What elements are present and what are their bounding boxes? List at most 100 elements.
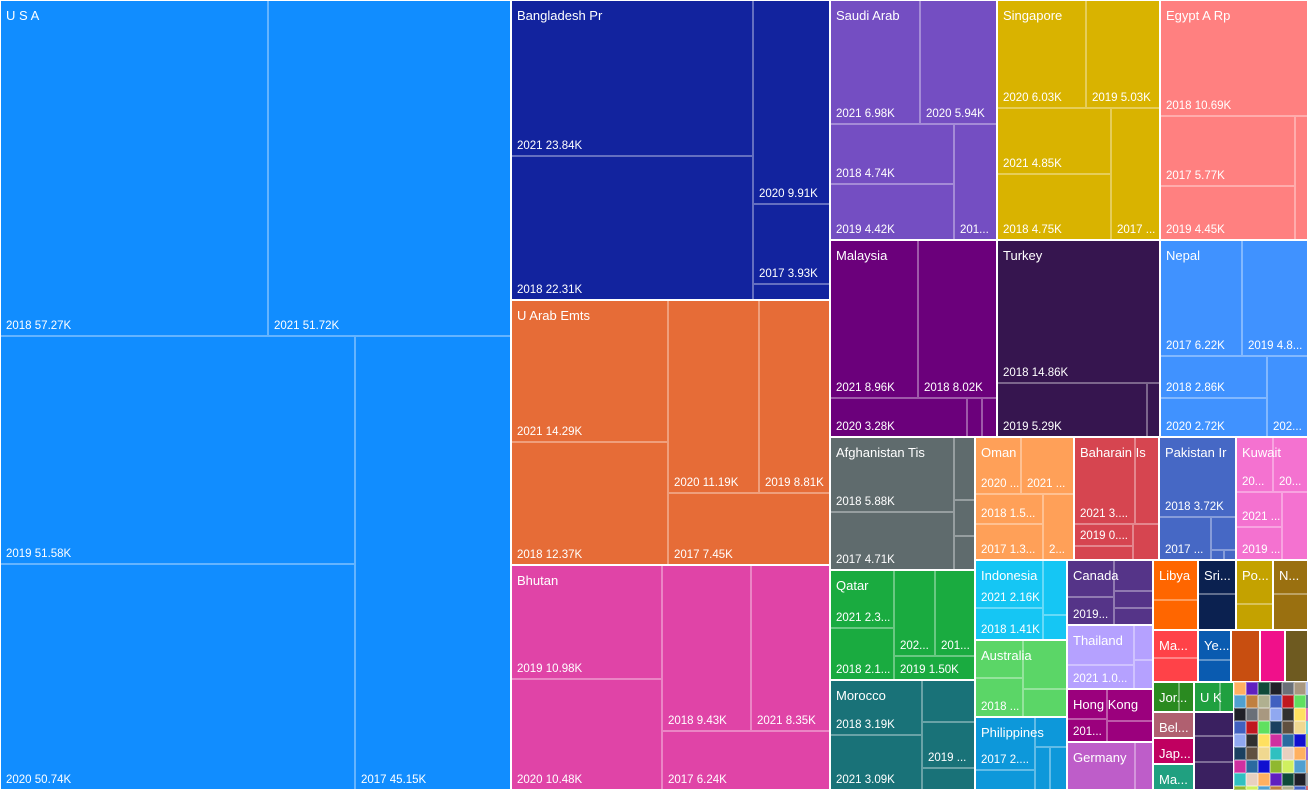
treemap-cell[interactable] (1153, 764, 1194, 790)
treemap-group-u-arab-emts[interactable]: 2021 14.29K 2018 12.37K 2020 11.19K 2019 8.… (511, 300, 830, 565)
treemap-small-cell[interactable] (1294, 786, 1306, 790)
treemap-cell[interactable]: 2019 0.... (1074, 524, 1133, 546)
treemap-cell[interactable]: 2019 4.42K (830, 184, 954, 240)
treemap-cell[interactable]: 2018 8.02K (918, 240, 997, 398)
treemap-small-cell[interactable] (1306, 773, 1308, 786)
treemap-small-cell[interactable] (1282, 708, 1294, 721)
treemap-small-cell[interactable] (1306, 734, 1308, 747)
treemap-cell[interactable]: 2017 45.15K (355, 336, 511, 790)
treemap-small-cell[interactable] (1282, 682, 1294, 695)
treemap-small-cell[interactable] (1306, 708, 1308, 721)
treemap-cell[interactable]: 202... (1267, 356, 1308, 437)
treemap-group-jor[interactable]: Jor... (1153, 682, 1194, 712)
treemap-cell[interactable]: 2018 2.1... (830, 628, 894, 680)
treemap-cell[interactable] (1198, 630, 1231, 660)
treemap-small-cell[interactable] (1246, 773, 1258, 786)
treemap-cell[interactable] (1285, 630, 1308, 682)
treemap-small-cell[interactable] (1270, 721, 1282, 734)
treemap-cell[interactable]: 2017 4.71K (830, 512, 954, 570)
treemap-cell[interactable]: 2018 12.37K (511, 442, 668, 565)
treemap-group-qatar[interactable]: 2021 2.3... 2018 2.1... 202... 201... 2019 1… (830, 570, 975, 680)
treemap-cell[interactable] (1023, 640, 1067, 689)
treemap-group-singapore[interactable]: 2020 6.03K 2019 5.03K 2021 4.85K 2018 4.75K… (997, 0, 1160, 240)
treemap-cell[interactable] (1107, 721, 1153, 742)
treemap-group-u-s-a[interactable]: 2018 57.27K 2021 51.72K 2019 51.58K 2020 50… (0, 0, 511, 790)
treemap-cell[interactable] (1153, 682, 1179, 712)
treemap-small-cell[interactable] (1294, 682, 1306, 695)
treemap-cell[interactable]: 2... (1043, 494, 1074, 560)
treemap-small-cell[interactable] (1246, 747, 1258, 760)
treemap-cell[interactable]: 20... (1236, 437, 1273, 492)
treemap-group-pakistan-ir[interactable]: 2018 3.72K 2017 ... Pakistan Ir (1159, 437, 1236, 560)
treemap-group-group[interactable] (1285, 630, 1308, 682)
treemap-cell[interactable]: 2020 11.19K (668, 300, 759, 493)
treemap-small-cell[interactable] (1234, 760, 1246, 773)
treemap-small-cell[interactable] (1234, 682, 1246, 695)
treemap-group-australia[interactable]: 2018 ... Australia (975, 640, 1067, 717)
treemap-small-cell[interactable] (1258, 721, 1270, 734)
treemap-cell[interactable]: 2019 51.58K (0, 336, 355, 564)
treemap-cell[interactable] (1260, 630, 1285, 682)
treemap-cell[interactable]: 2019 1.50K (894, 656, 975, 680)
treemap-cell[interactable] (1295, 116, 1308, 240)
treemap-cell[interactable]: 2021 3.... (1074, 437, 1135, 524)
treemap-cell[interactable]: 2018 22.31K (511, 156, 753, 300)
treemap-group-group[interactable] (1194, 712, 1234, 790)
treemap-small-cell[interactable] (1270, 695, 1282, 708)
treemap-cell[interactable] (1198, 560, 1236, 594)
treemap-small-cell[interactable] (1270, 773, 1282, 786)
treemap-cell[interactable]: 2019 ... (1236, 527, 1282, 560)
treemap-small-cell[interactable] (1258, 760, 1270, 773)
treemap-small-cell[interactable] (1246, 734, 1258, 747)
treemap-cell[interactable]: 2020 9.91K (753, 0, 830, 204)
treemap-small-cell[interactable] (1234, 695, 1246, 708)
treemap-cell[interactable] (1153, 712, 1194, 738)
treemap-cell[interactable] (954, 536, 975, 570)
treemap-cell[interactable]: 2017 6.22K (1160, 240, 1242, 356)
treemap-small-cell[interactable] (1306, 695, 1308, 708)
treemap-small-cell[interactable] (1234, 747, 1246, 760)
treemap-cell[interactable] (982, 398, 997, 437)
treemap-group-ma[interactable]: Ma... (1153, 764, 1194, 790)
treemap-cell[interactable] (1153, 560, 1198, 600)
treemap-group-hong-kong[interactable]: 201... Hong Kong (1067, 689, 1153, 742)
treemap-cell[interactable] (1023, 689, 1067, 717)
treemap-cell[interactable]: 2021 ... (1236, 492, 1282, 527)
treemap-group-baharain-is[interactable]: 2021 3.... 2019 0.... Baharain Is (1074, 437, 1159, 560)
treemap-cell[interactable]: 2019 ... (922, 722, 975, 768)
treemap-cell[interactable]: 2020 6.03K (997, 0, 1086, 108)
treemap-small-cell[interactable] (1294, 695, 1306, 708)
treemap-cell[interactable]: 2017 2.... (975, 717, 1035, 770)
treemap-cell[interactable] (1282, 492, 1308, 560)
treemap-small-cell[interactable] (1246, 786, 1258, 790)
treemap-group-ma[interactable]: Ma... (1153, 630, 1198, 682)
treemap-group-canada[interactable]: 2019... Canada (1067, 560, 1153, 625)
treemap-small-cell[interactable] (1294, 760, 1306, 773)
treemap-cell[interactable] (1067, 689, 1107, 719)
treemap-cell[interactable]: 2019... (1067, 597, 1114, 625)
treemap-cell[interactable] (1133, 524, 1159, 560)
treemap-cell[interactable] (1179, 682, 1194, 712)
treemap-group-turkey[interactable]: 2018 14.86K 2019 5.29K Turkey (997, 240, 1160, 437)
treemap-cell[interactable]: 2018 1.41K (975, 608, 1043, 640)
treemap-cell[interactable] (1043, 615, 1067, 640)
treemap-cell[interactable] (1035, 717, 1067, 747)
treemap-small-cell[interactable] (1306, 760, 1308, 773)
treemap-cell[interactable]: 2018 14.86K (997, 240, 1160, 383)
treemap-small-cell[interactable] (1282, 734, 1294, 747)
treemap-cell[interactable] (1236, 604, 1273, 630)
treemap-cell[interactable]: 2018 10.69K (1160, 0, 1308, 116)
treemap-cell[interactable]: 2018 4.74K (830, 124, 954, 184)
treemap-cell[interactable] (1134, 625, 1153, 660)
treemap-cell[interactable]: 2019 4.45K (1160, 186, 1295, 240)
treemap-group-saudi-arab[interactable]: 2021 6.98K 2020 5.94K 2018 4.74K 2019 4.42K… (830, 0, 997, 240)
treemap-small-cell[interactable] (1246, 682, 1258, 695)
treemap-cell[interactable] (1114, 560, 1153, 591)
treemap-cell[interactable]: 2021 ... (1021, 437, 1074, 494)
treemap-group-bangladesh-pr[interactable]: 2021 23.84K 2018 22.31K 2020 9.91K 2017 3.9… (511, 0, 830, 300)
treemap-group-egypt-a-rp[interactable]: 2018 10.69K 2017 5.77K 2019 4.45K Egypt A R… (1160, 0, 1308, 240)
treemap-cell[interactable] (1134, 660, 1153, 689)
treemap-small-cell[interactable] (1234, 734, 1246, 747)
treemap-cell[interactable] (954, 437, 975, 500)
treemap-cell[interactable]: 2017 3.93K (753, 204, 830, 284)
